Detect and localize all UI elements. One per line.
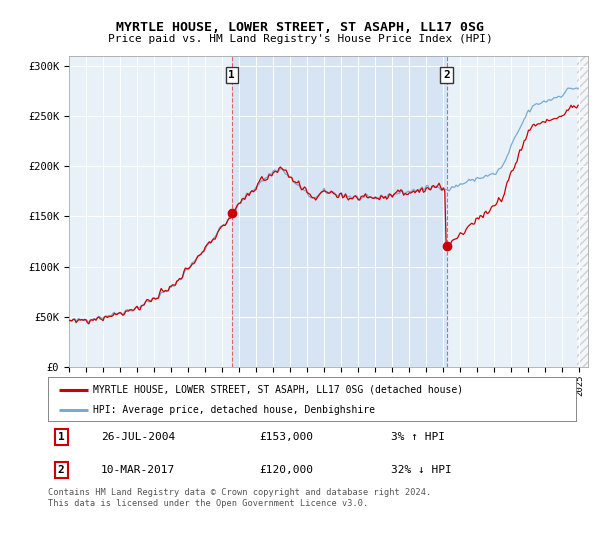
Text: 32% ↓ HPI: 32% ↓ HPI xyxy=(391,465,452,475)
Bar xyxy=(577,56,588,367)
Text: 26-JUL-2004: 26-JUL-2004 xyxy=(101,432,175,442)
Text: MYRTLE HOUSE, LOWER STREET, ST ASAPH, LL17 0SG: MYRTLE HOUSE, LOWER STREET, ST ASAPH, LL… xyxy=(116,21,484,34)
Text: 10-MAR-2017: 10-MAR-2017 xyxy=(101,465,175,475)
Text: 1: 1 xyxy=(229,70,235,80)
Text: 1: 1 xyxy=(58,432,65,442)
Text: 2: 2 xyxy=(58,465,65,475)
Text: MYRTLE HOUSE, LOWER STREET, ST ASAPH, LL17 0SG (detached house): MYRTLE HOUSE, LOWER STREET, ST ASAPH, LL… xyxy=(93,385,463,395)
Text: 2: 2 xyxy=(443,70,450,80)
Bar xyxy=(232,56,446,367)
Text: Contains HM Land Registry data © Crown copyright and database right 2024.
This d: Contains HM Land Registry data © Crown c… xyxy=(48,488,431,508)
Text: £120,000: £120,000 xyxy=(259,465,313,475)
Text: 3% ↑ HPI: 3% ↑ HPI xyxy=(391,432,445,442)
Text: Price paid vs. HM Land Registry's House Price Index (HPI): Price paid vs. HM Land Registry's House … xyxy=(107,34,493,44)
Text: HPI: Average price, detached house, Denbighshire: HPI: Average price, detached house, Denb… xyxy=(93,405,375,415)
Text: £153,000: £153,000 xyxy=(259,432,313,442)
